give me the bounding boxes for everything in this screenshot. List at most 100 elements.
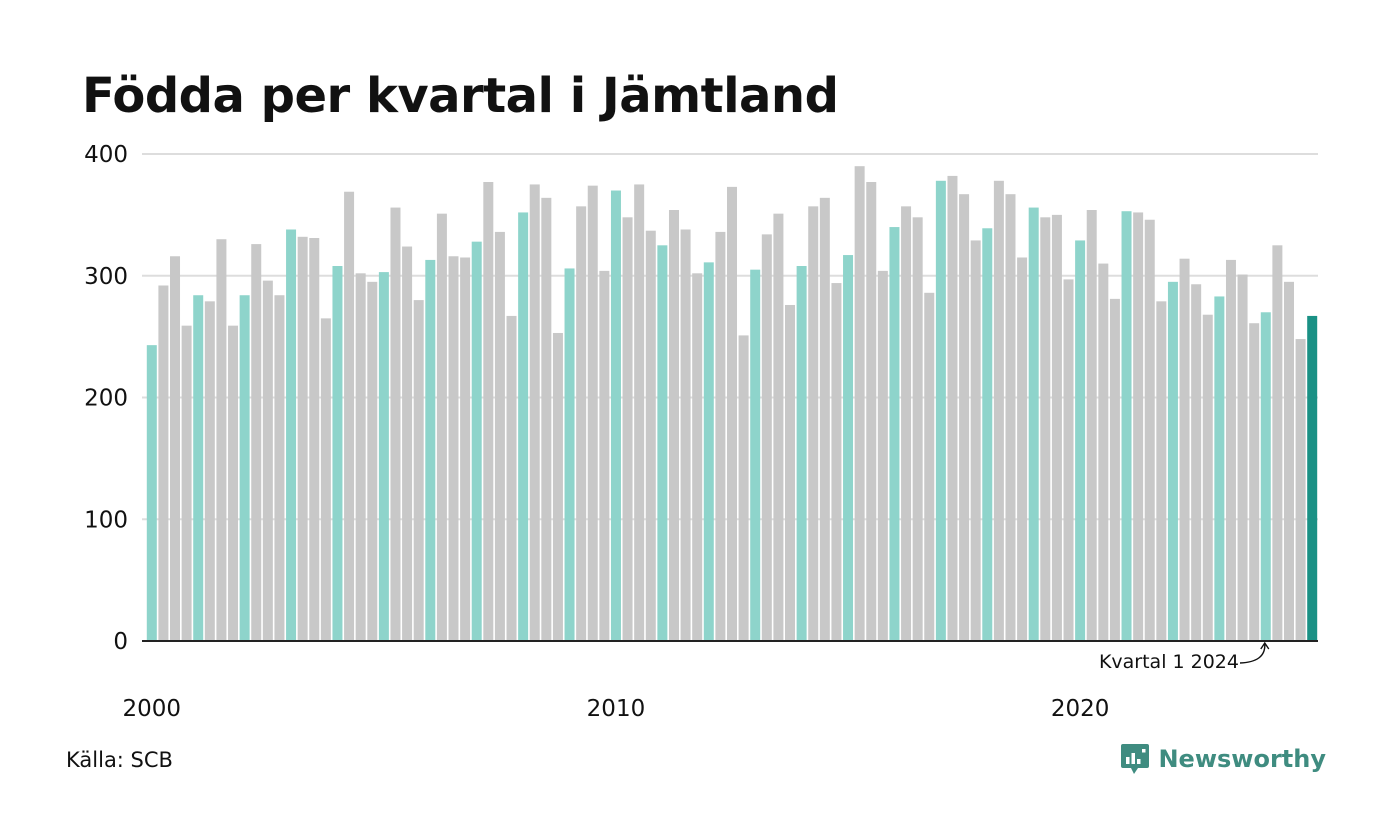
bar	[727, 186, 737, 641]
bar	[680, 229, 691, 642]
bar	[1109, 298, 1120, 641]
bar	[622, 217, 633, 641]
y-tick-label: 400	[84, 142, 128, 168]
bar	[1063, 279, 1074, 641]
bar	[181, 325, 192, 641]
bar	[1005, 194, 1016, 641]
bar	[773, 213, 784, 641]
bar	[436, 213, 447, 641]
source-note: Källa: SCB	[66, 748, 173, 772]
bar	[796, 266, 807, 641]
bar	[541, 197, 552, 641]
bar	[1283, 281, 1294, 641]
bar	[460, 257, 471, 641]
brand-logo: Newsworthy	[1120, 742, 1326, 776]
bar	[808, 206, 819, 641]
bar	[367, 281, 378, 641]
annotation-label: Kvartal 1 2024	[1099, 651, 1239, 673]
bar	[970, 240, 981, 641]
bar	[1260, 312, 1271, 641]
y-tick-label: 300	[84, 264, 128, 290]
bar	[1017, 257, 1028, 641]
bar	[1086, 210, 1097, 641]
bar	[402, 246, 413, 641]
bar	[935, 180, 946, 642]
bar	[1121, 211, 1132, 641]
bar	[1098, 263, 1109, 641]
bar	[843, 255, 854, 642]
x-axis-ticks: 2000 2010 2020	[123, 696, 1110, 722]
bar	[1225, 259, 1236, 641]
bar	[692, 273, 703, 641]
bar	[831, 283, 842, 641]
y-tick-label: 200	[84, 386, 128, 412]
bar	[506, 315, 517, 641]
bar	[889, 227, 900, 642]
bar	[448, 256, 459, 641]
bar	[1237, 274, 1248, 641]
bar	[158, 285, 169, 641]
bar	[576, 206, 587, 641]
bar	[297, 236, 308, 642]
bar	[947, 175, 958, 642]
bar	[413, 300, 424, 641]
bar	[645, 230, 656, 641]
bar	[959, 194, 970, 641]
annotation-arrow-icon	[1239, 641, 1270, 664]
bar	[1202, 314, 1213, 641]
bar	[518, 212, 529, 641]
bar	[262, 280, 273, 641]
bar	[912, 217, 923, 641]
bar	[471, 241, 482, 641]
y-axis-ticks: 0 100 200 300 400	[84, 142, 128, 655]
bar	[146, 345, 157, 641]
bar	[170, 256, 181, 641]
bar	[274, 295, 285, 641]
bar	[993, 180, 1004, 642]
bar	[715, 231, 726, 642]
bars	[146, 166, 1318, 642]
bar	[251, 244, 262, 641]
x-tick-label: 2020	[1051, 696, 1110, 722]
bar	[216, 239, 227, 642]
bar	[738, 335, 749, 641]
bar	[924, 292, 935, 641]
chart-bubble-icon	[1121, 744, 1150, 774]
bar	[668, 210, 679, 641]
bar	[228, 325, 239, 641]
bar	[483, 182, 494, 641]
bar	[1075, 240, 1086, 641]
bar	[1167, 281, 1178, 641]
bar	[634, 184, 645, 641]
bar	[286, 229, 297, 642]
bar	[1179, 258, 1190, 641]
bar	[1144, 219, 1155, 641]
bar	[1272, 245, 1283, 641]
bar	[552, 332, 563, 641]
bar	[1249, 323, 1260, 641]
bar	[320, 318, 331, 641]
bar	[564, 268, 575, 641]
bar	[378, 272, 389, 641]
bar	[610, 190, 621, 641]
bar	[785, 304, 796, 641]
bar	[1214, 296, 1225, 641]
bar	[425, 259, 436, 641]
bar	[901, 206, 912, 641]
bar	[193, 295, 204, 641]
bar	[344, 191, 355, 642]
bar	[1156, 301, 1167, 641]
bar	[854, 166, 865, 641]
bar	[390, 207, 401, 641]
bar	[877, 270, 888, 641]
bar	[599, 270, 610, 641]
annotation: Kvartal 1 2024	[1099, 641, 1270, 673]
y-tick-label: 0	[113, 629, 128, 655]
bar	[587, 185, 598, 641]
bar	[703, 262, 714, 641]
bar	[750, 269, 761, 641]
x-tick-label: 2010	[587, 696, 646, 722]
bar	[1191, 284, 1202, 641]
bar	[309, 238, 320, 641]
